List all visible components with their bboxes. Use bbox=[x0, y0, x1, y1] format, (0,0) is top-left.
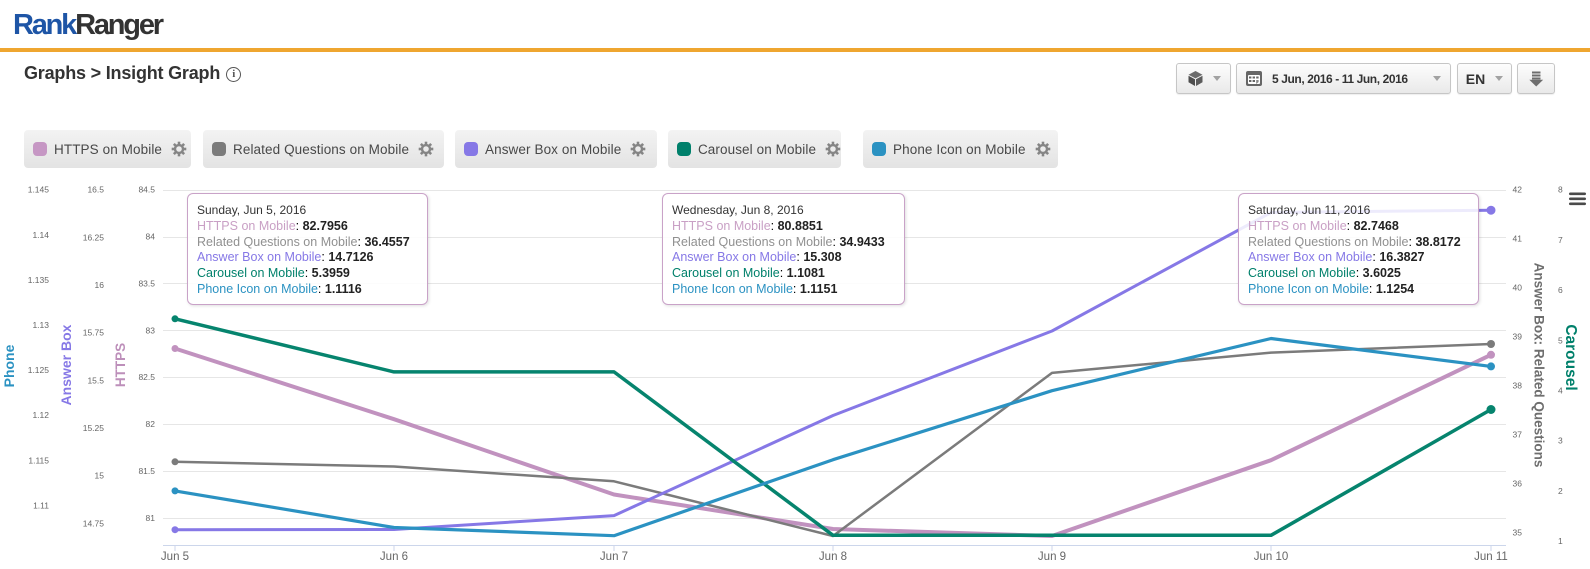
svg-text:4: 4 bbox=[1558, 386, 1563, 396]
svg-text:Jun 9: Jun 9 bbox=[1038, 551, 1066, 563]
svg-text:1: 1 bbox=[1558, 536, 1563, 546]
svg-text:40: 40 bbox=[1513, 283, 1523, 293]
svg-text:Jun 5: Jun 5 bbox=[161, 551, 189, 563]
svg-text:Answer Box: Answer Box bbox=[58, 324, 74, 405]
svg-text:16.5: 16.5 bbox=[87, 185, 104, 195]
svg-text:Answer Box: Related Questions: Answer Box: Related Questions bbox=[1532, 263, 1547, 468]
svg-text:7: 7 bbox=[1558, 235, 1563, 245]
svg-text:14.75: 14.75 bbox=[83, 518, 105, 528]
svg-text:83: 83 bbox=[146, 325, 156, 335]
svg-text:Jun 10: Jun 10 bbox=[1254, 551, 1289, 563]
svg-text:1.11: 1.11 bbox=[33, 501, 49, 511]
svg-text:Jun 11: Jun 11 bbox=[1474, 551, 1508, 563]
svg-text:39: 39 bbox=[1513, 332, 1523, 342]
svg-text:1.145: 1.145 bbox=[28, 185, 50, 195]
svg-text:16: 16 bbox=[95, 280, 105, 290]
svg-text:82: 82 bbox=[146, 419, 156, 429]
svg-text:81.5: 81.5 bbox=[138, 466, 155, 476]
svg-text:16.25: 16.25 bbox=[83, 232, 105, 242]
svg-text:5: 5 bbox=[1558, 335, 1563, 345]
svg-text:15.25: 15.25 bbox=[83, 423, 105, 433]
svg-text:15.5: 15.5 bbox=[87, 375, 104, 385]
svg-text:1.125: 1.125 bbox=[28, 365, 50, 375]
svg-text:38: 38 bbox=[1513, 381, 1523, 391]
svg-text:1.115: 1.115 bbox=[28, 455, 49, 465]
svg-text:Carousel: Carousel bbox=[1562, 324, 1579, 390]
svg-text:3: 3 bbox=[1558, 436, 1563, 446]
svg-text:37: 37 bbox=[1513, 430, 1523, 440]
svg-text:36: 36 bbox=[1513, 479, 1523, 489]
svg-text:82.5: 82.5 bbox=[138, 372, 155, 382]
svg-text:Phone: Phone bbox=[1, 344, 17, 387]
svg-text:83.5: 83.5 bbox=[138, 278, 155, 288]
svg-text:1.14: 1.14 bbox=[32, 230, 49, 240]
svg-text:41: 41 bbox=[1513, 234, 1523, 244]
svg-text:1.12: 1.12 bbox=[32, 410, 49, 420]
svg-text:81: 81 bbox=[146, 513, 156, 523]
svg-text:Jun 6: Jun 6 bbox=[380, 551, 408, 563]
svg-text:15: 15 bbox=[95, 471, 105, 481]
svg-text:1.13: 1.13 bbox=[32, 320, 49, 330]
svg-text:35: 35 bbox=[1513, 528, 1523, 538]
svg-text:84.5: 84.5 bbox=[138, 185, 155, 195]
svg-text:42: 42 bbox=[1513, 185, 1523, 195]
svg-text:1.135: 1.135 bbox=[28, 275, 50, 285]
svg-text:HTTPS: HTTPS bbox=[113, 343, 128, 387]
svg-text:8: 8 bbox=[1558, 185, 1563, 195]
svg-text:2: 2 bbox=[1558, 486, 1563, 496]
svg-text:Jun 7: Jun 7 bbox=[600, 551, 628, 563]
svg-text:Jun 8: Jun 8 bbox=[819, 551, 847, 563]
svg-text:84: 84 bbox=[146, 232, 156, 242]
svg-text:6: 6 bbox=[1558, 285, 1563, 295]
svg-text:15.75: 15.75 bbox=[83, 328, 105, 338]
